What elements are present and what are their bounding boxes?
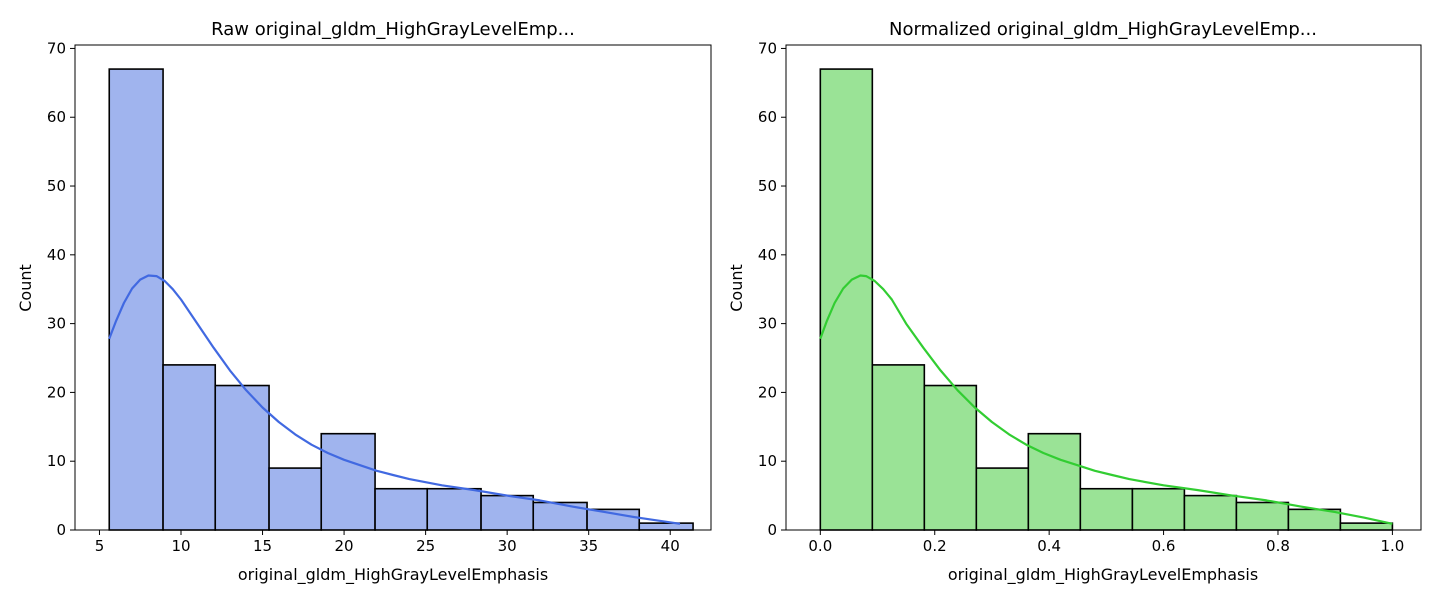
normalized-y-tick-label: 10 [758, 452, 777, 470]
raw-y-tick-label: 40 [47, 246, 66, 264]
raw-bar [480, 494, 535, 531]
raw-y-tick-label: 60 [47, 108, 66, 126]
normalized-bar [1027, 432, 1082, 531]
normalized-x-tick-label: 0.6 [1152, 537, 1176, 555]
raw-y-tick-label: 10 [47, 452, 66, 470]
normalized-y-axis-label: Count [727, 264, 746, 312]
normalized-y-tick-label: 60 [758, 108, 777, 126]
raw-histogram-panel: Raw original_gldm_HighGrayLevelEmp... or… [16, 19, 712, 585]
raw-axes-frame [74, 44, 712, 531]
normalized-bar [1339, 522, 1394, 531]
raw-bar [638, 522, 694, 531]
normalized-axes: 0.0 0.2 0.4 0.6 0.8 1.0 0 10 20 30 40 50 60 70 [758, 39, 1422, 555]
raw-y-tick-label: 50 [47, 177, 66, 195]
normalized-y-tick-label: 70 [758, 39, 777, 57]
normalized-x-tick-label: 1.0 [1380, 537, 1404, 555]
raw-chart-title: Raw original_gldm_HighGrayLevelEmp... [211, 19, 575, 40]
normalized-y-tick-label: 20 [758, 383, 777, 401]
normalized-x-tick-label: 0.2 [923, 537, 947, 555]
normalized-x-tick-label: 0.0 [808, 537, 832, 555]
normalized-chart-title: Normalized original_gldm_HighGrayLevelEm… [889, 19, 1317, 40]
raw-x-tick-label: 15 [253, 537, 272, 555]
raw-x-tick-label: 20 [335, 537, 354, 555]
normalized-bar [975, 467, 1030, 531]
raw-kde [108, 274, 681, 525]
normalized-kde [819, 274, 1393, 525]
raw-x-tick-label: 40 [661, 537, 680, 555]
raw-y-tick-label: 30 [47, 315, 66, 333]
normalized-y-tick-label: 30 [758, 315, 777, 333]
raw-bars [108, 68, 694, 531]
normalized-bars [819, 68, 1394, 531]
raw-bar [108, 68, 164, 531]
normalized-y-tick-label: 0 [767, 521, 777, 539]
raw-y-tick-label: 70 [47, 39, 66, 57]
raw-y-axis-label: Count [16, 264, 35, 312]
normalized-bar [871, 364, 926, 531]
raw-bar [268, 467, 323, 531]
raw-x-tick-label: 30 [498, 537, 517, 555]
raw-bar [214, 384, 270, 531]
raw-x-tick-label: 5 [95, 537, 105, 555]
normalized-y-tick-label: 50 [758, 177, 777, 195]
raw-y-tick-label: 0 [56, 521, 66, 539]
raw-kde-line [108, 274, 681, 525]
normalized-x-axis-label: original_gldm_HighGrayLevelEmphasis [948, 565, 1258, 585]
raw-axes: 5 10 15 20 25 30 35 40 0 10 20 30 40 50 60 70 [47, 39, 712, 555]
normalized-bar [1235, 501, 1290, 531]
raw-bar [320, 432, 376, 531]
raw-x-tick-label: 10 [171, 537, 190, 555]
raw-bar [426, 487, 482, 531]
normalized-y-tick-label: 40 [758, 246, 777, 264]
raw-y-tick-label: 20 [47, 383, 66, 401]
normalized-kde-line [819, 274, 1393, 525]
raw-x-tick-label: 35 [579, 537, 598, 555]
normalized-x-tick-label: 0.8 [1266, 537, 1290, 555]
normalized-bar [923, 384, 978, 531]
normalized-bar [1079, 487, 1134, 531]
normalized-bar [1131, 487, 1186, 531]
normalized-x-tick-label: 0.4 [1037, 537, 1061, 555]
normalized-bar [1183, 494, 1238, 531]
raw-bar [374, 487, 429, 531]
raw-bar [162, 364, 217, 531]
normalized-axes-frame [785, 44, 1422, 531]
normalized-bar [819, 68, 874, 531]
normalized-histogram-panel: Normalized original_gldm_HighGrayLevelEm… [727, 19, 1422, 585]
raw-x-axis-label: original_gldm_HighGrayLevelEmphasis [238, 565, 548, 585]
raw-x-tick-label: 25 [416, 537, 435, 555]
